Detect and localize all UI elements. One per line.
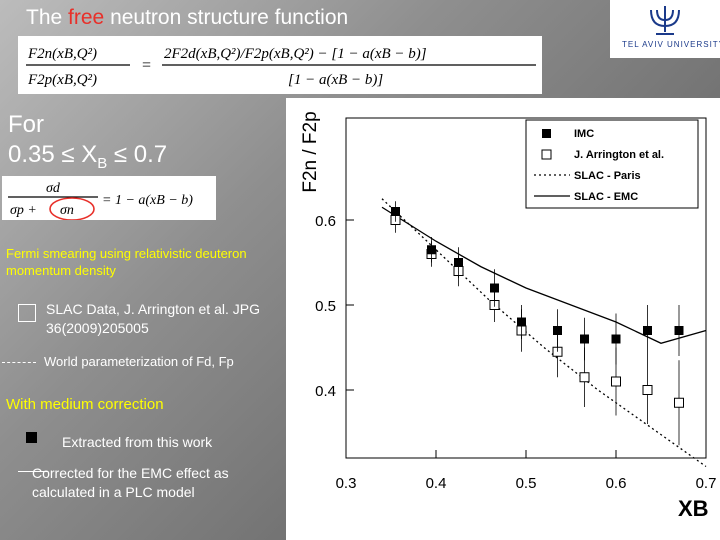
arrington-point	[642, 385, 653, 395]
logo-text: TEL AVIV UNIVERSITY	[622, 40, 720, 49]
legend-label: SLAC - EMC	[574, 191, 638, 203]
slac-data-note: SLAC Data, J. Arrington et al. JPG 36(20…	[46, 301, 260, 336]
series-line-slac-emc	[381, 206, 707, 344]
arrington-point	[579, 372, 590, 383]
main-equation: F2n(xB,Q²) F2p(xB,Q²) = 2F2d(xB,Q²)/F2p(…	[18, 36, 542, 94]
y-tick-label: 0.6	[315, 213, 336, 230]
for-line1: For	[8, 111, 44, 138]
eq-equals: =	[142, 57, 151, 74]
imc-point	[391, 207, 400, 216]
imc-point	[490, 283, 499, 293]
eq-rhs-num: 2F2d(xB,Q²)/F2p(xB,Q²) − [1 − a(xB − b)]	[164, 46, 427, 62]
legend-label: IMC	[574, 128, 594, 140]
title-free-word: free	[68, 6, 105, 29]
arrington-point	[674, 397, 684, 408]
y-tick-label: 0.5	[315, 298, 336, 315]
y-axis-label: F2n / F2p	[300, 111, 321, 192]
eq-lhs-num: F2n(xB,Q²)	[27, 46, 97, 62]
legend-marker-arrington	[541, 149, 552, 160]
ratio-num: σd	[46, 181, 61, 196]
x-axis-label: XB	[678, 496, 709, 521]
x-tick-label: 0.3	[336, 475, 357, 492]
x-tick-label: 0.5	[516, 475, 537, 492]
imc-point	[643, 326, 652, 335]
university-logo	[610, 0, 720, 58]
for-line2: 0.35 ≤ XB ≤ 0.7	[8, 141, 168, 172]
imc-point	[427, 245, 436, 255]
ratio-chart: 0.3 0.4 0.5 0.6 0.7 0.4 0.5 0.6 F2n / F2p XB IMC J.…	[286, 98, 720, 540]
ratio-equation-svg: σd σp + σn = 1 − a(xB − b)	[8, 181, 193, 221]
chart-layer: 0.3 0.4 0.5 0.6 0.7 0.4 0.5 0.6 F2n / F2p XB IMC J.…	[300, 111, 716, 521]
x-tick-label: 0.4	[426, 475, 447, 492]
x-range-text: For 0.35 ≤ XB ≤ 0.7	[8, 110, 167, 179]
ratio-equation: σd σp + σn = 1 − a(xB − b)	[2, 176, 216, 221]
ratio-den-a: σp +	[10, 203, 37, 218]
y-tick-label: 0.4	[315, 383, 336, 400]
imc-point	[674, 326, 684, 335]
x-tick-label: 0.6	[606, 475, 627, 492]
legend-label: SLAC - Paris	[574, 170, 641, 182]
main-equation-svg: F2n(xB,Q²) F2p(xB,Q²) = 2F2d(xB,Q²)/F2p(…	[26, 46, 536, 88]
solid-line-icon	[18, 471, 48, 472]
medium-correction-heading: With medium correction	[6, 396, 164, 413]
eq-rhs-den: [1 − a(xB − b)]	[288, 72, 383, 88]
x-tick-label: 0.7	[696, 475, 717, 492]
legend-box	[525, 119, 699, 209]
world-parameterization-note: World parameterization of Fd, Fp	[44, 354, 234, 369]
filled-square-marker-icon	[26, 432, 37, 443]
dashed-line-icon	[2, 362, 36, 363]
imc-point	[454, 258, 463, 267]
title-prefix: The	[26, 6, 63, 29]
fermi-smearing-note: Fermi smearing using relativistic deuter…	[6, 246, 247, 278]
slide-title: The free neutron structure function	[26, 6, 348, 30]
legend-label: J. Arrington et al.	[574, 149, 664, 161]
imc-point	[580, 334, 589, 344]
legend-marker-imc	[542, 129, 551, 138]
imc-point	[611, 334, 621, 344]
arrington-point	[611, 376, 621, 387]
extracted-note: Extracted from this work	[62, 434, 213, 450]
ratio-rhs: = 1 − a(xB − b)	[102, 193, 193, 208]
imc-point	[517, 317, 526, 327]
title-suffix: neutron structure function	[110, 6, 349, 29]
ratio-den-b: σn	[60, 203, 74, 218]
corrected-note: Corrected for the EMC effect as calculat…	[32, 465, 229, 500]
menorah-icon	[650, 6, 680, 35]
imc-point	[553, 326, 562, 335]
eq-lhs-den: F2p(xB,Q²)	[27, 72, 97, 88]
open-square-marker-icon	[18, 304, 36, 322]
